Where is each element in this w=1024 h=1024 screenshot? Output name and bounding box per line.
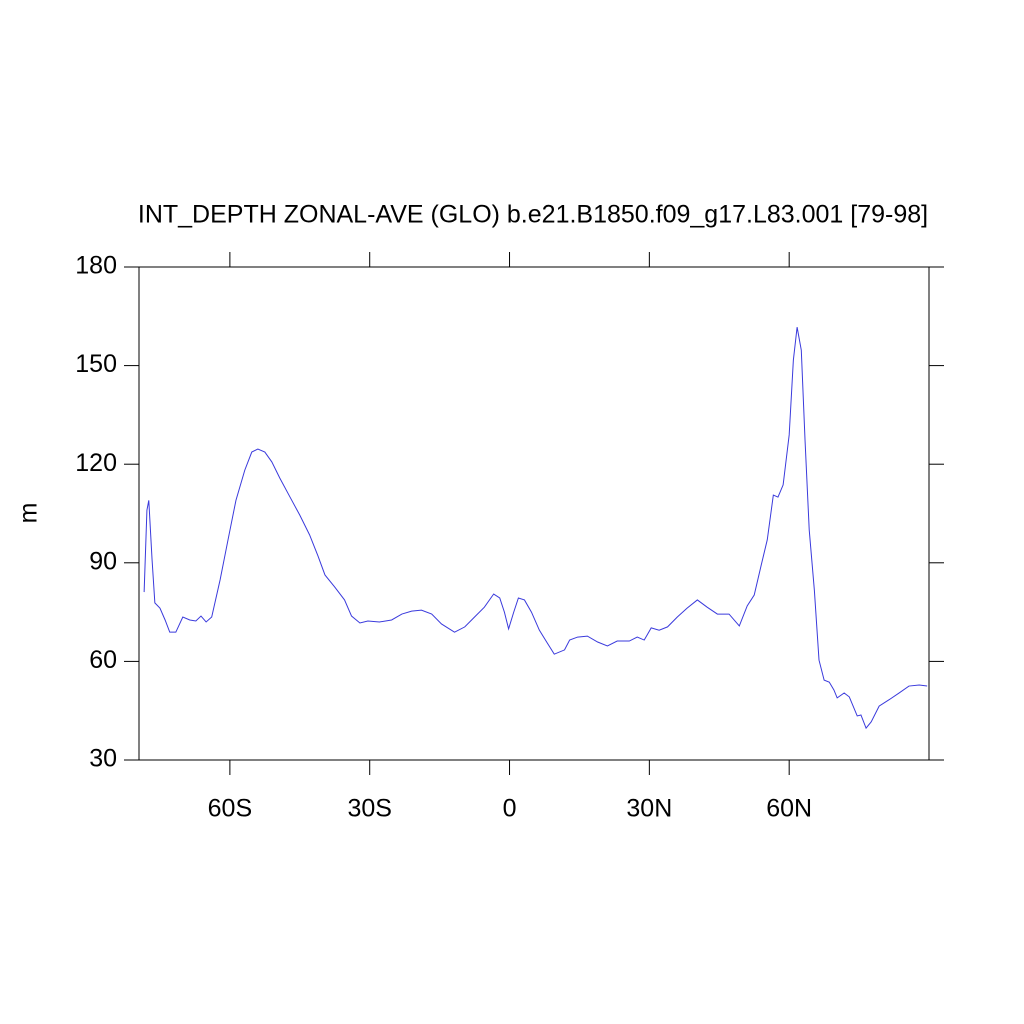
x-tick-label: 0	[503, 795, 517, 823]
x-tick-label: 60N	[766, 795, 812, 823]
y-axis-label: m	[15, 503, 43, 524]
y-tick-label: 180	[75, 252, 117, 280]
plot-frame	[138, 266, 930, 761]
y-tick-label: 90	[89, 547, 117, 575]
x-tick-label: 30N	[626, 795, 672, 823]
data-line	[143, 327, 928, 730]
y-tick-label: 30	[89, 745, 117, 773]
y-tick-label: 60	[89, 646, 117, 674]
x-tick-label: 30S	[347, 795, 391, 823]
x-tick-label: 60S	[208, 795, 252, 823]
y-tick-label: 120	[75, 449, 117, 477]
chart-title: INT_DEPTH ZONAL-AVE (GLO) b.e21.B1850.f0…	[138, 201, 928, 229]
y-tick-label: 150	[75, 350, 117, 378]
